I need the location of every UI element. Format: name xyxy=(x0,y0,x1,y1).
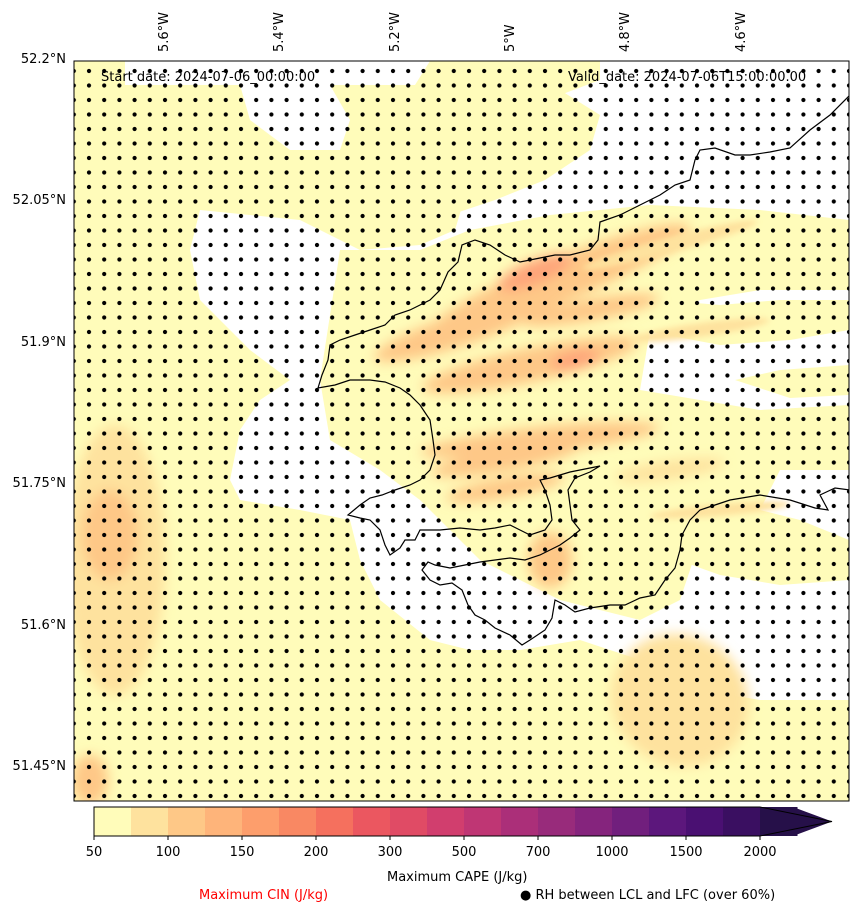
colorbar-segment xyxy=(390,807,428,836)
lat-label: 51.75°N xyxy=(12,476,66,491)
colorbar-segment xyxy=(168,807,206,836)
cin-legend-label: Maximum CIN (J/kg) xyxy=(199,888,329,903)
colorbar-tick-label: 50 xyxy=(85,845,103,860)
colorbar-segment xyxy=(686,807,724,836)
lon-label: 5.2°W xyxy=(388,11,403,52)
colorbar-label: Maximum CAPE (J/kg) xyxy=(387,870,528,885)
colorbar-segment xyxy=(279,807,317,836)
colorbar-segment xyxy=(94,807,132,836)
colorbar-outline xyxy=(93,806,833,837)
colorbar-segment xyxy=(612,807,650,836)
lon-label: 5°W xyxy=(503,24,518,52)
colorbar-segment xyxy=(316,807,354,836)
lat-label: 52.05°N xyxy=(12,193,66,208)
lat-label: 51.6°N xyxy=(20,618,66,633)
colorbar-segment xyxy=(464,807,502,836)
colorbar-segment xyxy=(205,807,243,836)
colorbar-tick-label: 1500 xyxy=(669,845,703,860)
colorbar-tick-label: 200 xyxy=(303,845,329,860)
start-date-label: Start date: 2024-07-06_00:00:00 xyxy=(101,70,316,85)
colorbar-segment xyxy=(131,807,169,836)
lat-label: 52.2°N xyxy=(20,52,66,67)
lon-label: 4.8°W xyxy=(618,11,633,52)
coastline xyxy=(317,95,849,646)
map-frame xyxy=(73,60,850,802)
colorbar-segment xyxy=(575,807,613,836)
lon-label: 5.4°W xyxy=(272,11,287,52)
colorbar-extend-arrow xyxy=(760,807,832,836)
rh-dots xyxy=(74,61,849,801)
colorbar-tick-label: 100 xyxy=(155,845,181,860)
colorbar-segment xyxy=(649,807,687,836)
colorbar-tick-label: 500 xyxy=(451,845,477,860)
colorbar-tick-label: 300 xyxy=(377,845,403,860)
lat-label: 51.45°N xyxy=(12,759,66,774)
lat-label: 51.9°N xyxy=(20,335,66,350)
colorbar-tick-label: 2000 xyxy=(743,845,777,860)
colorbar-segment xyxy=(723,807,761,836)
colorbar-tick-label: 150 xyxy=(229,845,255,860)
colorbar-tick-label: 1000 xyxy=(595,845,629,860)
colorbar xyxy=(93,806,833,840)
colorbar-segment xyxy=(427,807,465,836)
valid-date-label: Valid_date: 2024-07-06T15:00:00.00 xyxy=(568,70,807,85)
rh-legend-label: ● RH between LCL and LFC (over 60%) xyxy=(520,888,776,903)
colorbar-segment xyxy=(242,807,280,836)
colorbar-segment xyxy=(353,807,391,836)
colorbar-segment xyxy=(538,807,576,836)
lon-label: 5.6°W xyxy=(157,11,172,52)
colorbar-segment xyxy=(501,807,539,836)
map-area xyxy=(74,61,849,801)
colorbar-tick-label: 700 xyxy=(525,845,551,860)
lon-label: 4.6°W xyxy=(734,11,749,52)
